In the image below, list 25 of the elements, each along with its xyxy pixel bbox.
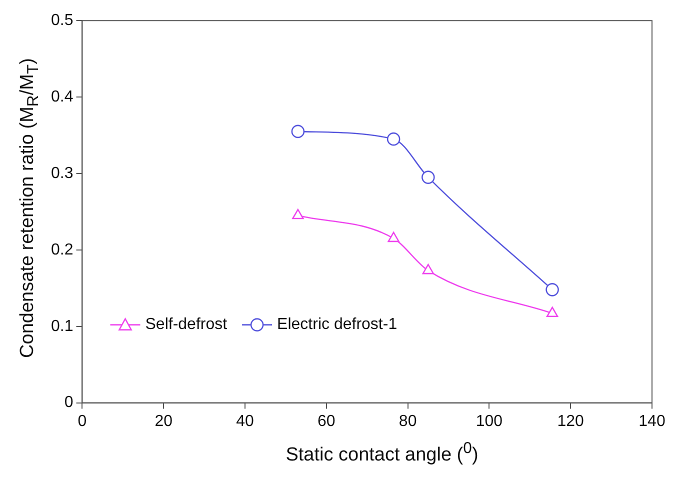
y-tick-label: 0.2 (50, 241, 74, 258)
point (386, 132, 400, 146)
y-tick-label: 0.5 (50, 12, 74, 30)
x-tick-label: 120 (557, 412, 584, 430)
x-tick-label: 80 (398, 412, 417, 430)
y-tick-label: 0.3 (50, 164, 74, 182)
x-tick-label: 40 (236, 412, 254, 430)
point (292, 208, 304, 220)
x-tick-label: 140 (638, 412, 666, 430)
x-tick-label: 100 (476, 412, 503, 430)
y-tick-label: 0 (64, 394, 74, 412)
point (291, 124, 305, 138)
legend-label: Electric defrost-1 (277, 316, 398, 334)
point (422, 170, 435, 184)
y-tick-label: 0.4 (50, 88, 74, 106)
x-tick-label: 60 (318, 412, 336, 430)
x-tick-label: 20 (154, 412, 173, 430)
x-tick-label: 0 (78, 412, 87, 430)
point (546, 283, 559, 296)
legend-label: Self-defrost (145, 316, 228, 334)
point (546, 306, 558, 318)
point (422, 264, 434, 274)
point (388, 232, 400, 242)
x-axis-title: Static contact angle ($^{0}$) (284, 440, 480, 466)
y-tick-label: 0.1 (50, 318, 74, 335)
